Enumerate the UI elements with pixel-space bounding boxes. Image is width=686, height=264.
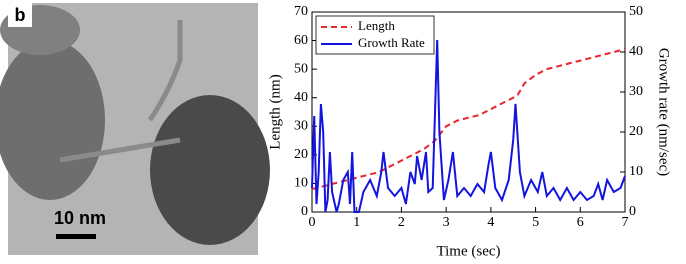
x-axis-label: Time (sec) <box>436 243 500 259</box>
series-line <box>312 40 625 212</box>
figure: b 10 nm 01234567010203040506070010203040… <box>0 0 686 259</box>
scale-bar-label: 10 nm <box>54 208 106 228</box>
y2-tick-label: 40 <box>629 44 643 59</box>
y-tick-label: 20 <box>294 147 308 162</box>
x-tick-label: 3 <box>443 215 450 230</box>
x-tick-label: 1 <box>353 215 360 230</box>
page: {"image": {"panel_label": "b", "scale_ba… <box>0 0 686 259</box>
micrograph: b 10 nm <box>0 3 270 255</box>
y-axis-label: Length (nm) <box>267 74 283 149</box>
y2-tick-label: 0 <box>629 204 636 219</box>
y-tick-label: 10 <box>294 176 308 191</box>
y-tick-label: 70 <box>294 4 308 19</box>
y2-tick-label: 20 <box>629 124 643 139</box>
legend-label: Length <box>358 18 395 33</box>
particle-cluster <box>0 40 105 200</box>
y-tick-label: 30 <box>294 119 308 134</box>
scale-bar <box>56 234 96 239</box>
series-line <box>312 49 625 189</box>
y2-tick-label: 10 <box>629 164 643 179</box>
y2-axis-label: Growth rate (nm/sec) <box>656 48 672 176</box>
y-tick-label: 50 <box>294 61 308 76</box>
x-tick-label: 2 <box>398 215 405 230</box>
y-tick-label: 0 <box>301 204 308 219</box>
x-tick-label: 0 <box>309 215 316 230</box>
y2-tick-label: 50 <box>629 4 643 19</box>
particle-cluster <box>150 95 270 245</box>
y2-tick-label: 30 <box>629 84 643 99</box>
legend-label: Growth Rate <box>358 35 425 50</box>
panel-label: b <box>15 5 26 25</box>
x-tick-label: 5 <box>532 215 539 230</box>
x-tick-label: 7 <box>622 215 629 230</box>
x-tick-label: 4 <box>487 215 494 230</box>
x-tick-label: 6 <box>577 215 584 230</box>
y-tick-label: 60 <box>294 33 308 48</box>
y-tick-label: 40 <box>294 90 308 105</box>
